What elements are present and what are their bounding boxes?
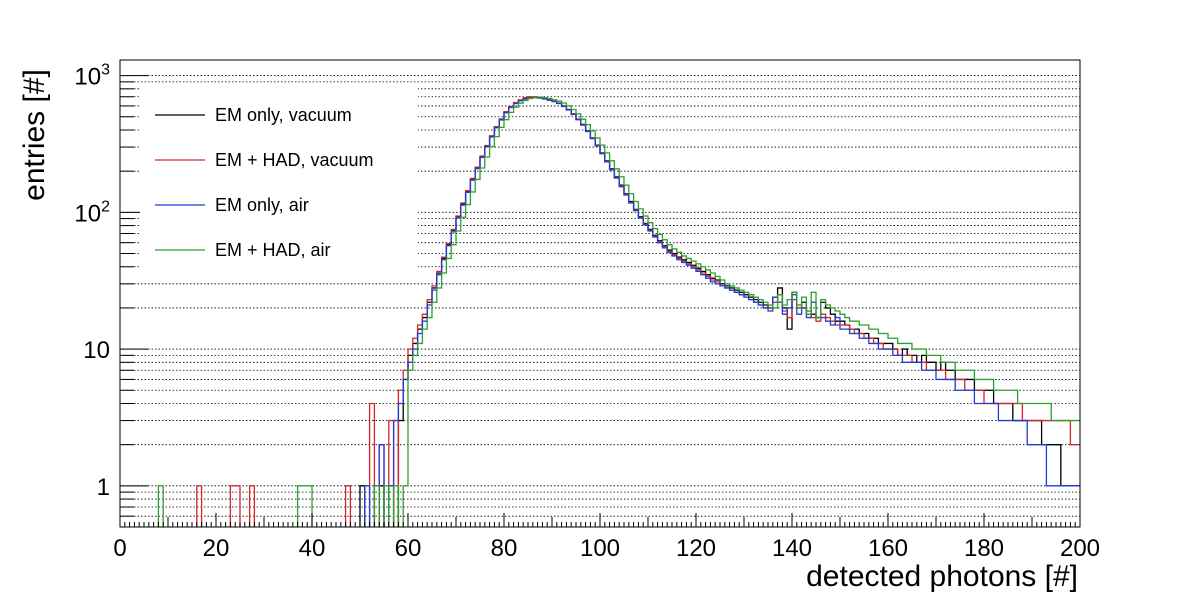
legend-label: EM only, air: [215, 195, 309, 215]
x-tick-label: 100: [580, 535, 620, 562]
y-tick-label: 10: [83, 337, 110, 364]
x-tick-label: 200: [1060, 535, 1100, 562]
x-tick-label: 20: [203, 535, 230, 562]
x-tick-label: 140: [772, 535, 812, 562]
x-axis-label: detected photons [#]: [806, 560, 1078, 593]
legend-label: EM + HAD, air: [215, 240, 331, 260]
x-tick-label: 180: [964, 535, 1004, 562]
legend: EM only, vacuum EM + HAD, vacuum EM only, …: [140, 88, 418, 276]
legend-box: [140, 88, 418, 276]
x-tick-label: 40: [299, 535, 326, 562]
x-tick-label: 120: [676, 535, 716, 562]
x-tick-label: 160: [868, 535, 908, 562]
series-line-3: [364, 96, 1080, 527]
legend-label: EM + HAD, vacuum: [215, 150, 374, 170]
y-tick-label: 102: [74, 198, 110, 227]
x-tick-label: 80: [491, 535, 518, 562]
series-line-4: [157, 96, 1080, 527]
y-tick-label: 1: [97, 474, 110, 501]
legend-label: EM only, vacuum: [215, 105, 352, 125]
series-group: [157, 96, 1080, 527]
y-tick-label: 103: [74, 62, 110, 91]
y-axis-label: entries [#]: [18, 69, 51, 201]
x-tick-label: 0: [113, 535, 126, 562]
grid-lines: [120, 75, 1080, 528]
axes: 0 20 40 60 80 100 120 140 160 180 200 1 10 102 103: [74, 62, 1100, 562]
x-tick-label: 60: [395, 535, 422, 562]
